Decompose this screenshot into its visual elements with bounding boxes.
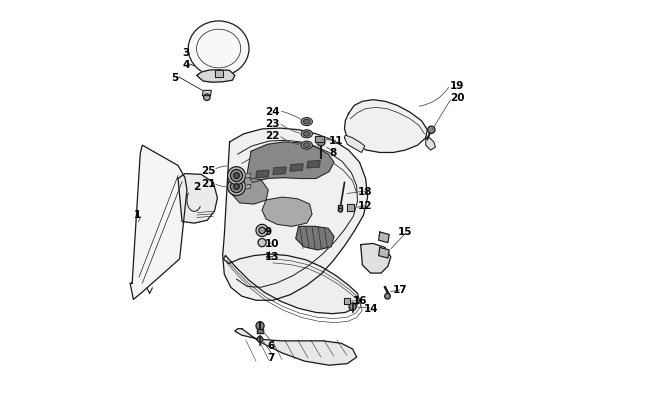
Polygon shape (214, 71, 223, 78)
Polygon shape (344, 298, 350, 305)
Text: 6: 6 (267, 340, 274, 350)
Text: 19: 19 (450, 81, 464, 91)
Circle shape (233, 173, 239, 179)
Text: 4: 4 (182, 60, 189, 70)
Text: 14: 14 (363, 304, 378, 313)
Polygon shape (262, 198, 312, 227)
Polygon shape (296, 227, 334, 250)
Ellipse shape (301, 130, 313, 139)
Text: 25: 25 (201, 166, 215, 176)
Polygon shape (257, 330, 263, 333)
Ellipse shape (304, 120, 310, 125)
Polygon shape (315, 137, 324, 143)
Circle shape (428, 127, 435, 134)
Polygon shape (361, 244, 391, 273)
Polygon shape (224, 254, 359, 314)
Text: 7: 7 (267, 352, 275, 362)
Polygon shape (202, 91, 211, 96)
Text: 15: 15 (398, 227, 413, 237)
Text: 22: 22 (265, 131, 280, 141)
Ellipse shape (301, 118, 313, 126)
Circle shape (256, 225, 268, 237)
Text: 21: 21 (201, 178, 215, 188)
Circle shape (385, 294, 391, 299)
Polygon shape (197, 70, 235, 83)
Circle shape (339, 209, 343, 213)
Text: 11: 11 (329, 136, 344, 146)
Text: 9: 9 (265, 227, 272, 237)
Polygon shape (130, 146, 187, 300)
Circle shape (230, 170, 242, 182)
Polygon shape (378, 248, 389, 258)
Text: 1: 1 (133, 210, 140, 220)
Polygon shape (245, 174, 251, 179)
Circle shape (203, 95, 210, 101)
Polygon shape (178, 174, 217, 224)
Circle shape (230, 181, 242, 193)
Polygon shape (256, 171, 269, 178)
Polygon shape (273, 168, 286, 175)
Polygon shape (344, 100, 427, 153)
Polygon shape (339, 206, 343, 211)
Polygon shape (307, 161, 320, 168)
Circle shape (349, 303, 356, 311)
Circle shape (258, 239, 266, 247)
Text: 18: 18 (358, 186, 373, 196)
Polygon shape (247, 143, 334, 183)
Text: 3: 3 (182, 48, 189, 58)
Text: 5: 5 (172, 73, 179, 83)
Text: 2: 2 (193, 181, 200, 191)
Polygon shape (235, 329, 357, 365)
Circle shape (256, 322, 264, 330)
Polygon shape (290, 164, 303, 172)
Circle shape (227, 167, 246, 185)
Ellipse shape (304, 132, 310, 137)
Text: 20: 20 (450, 93, 465, 103)
Text: 13: 13 (265, 251, 280, 261)
Text: 23: 23 (265, 119, 280, 128)
Polygon shape (231, 178, 268, 205)
Text: 16: 16 (352, 296, 367, 305)
Circle shape (227, 178, 246, 196)
Text: 12: 12 (358, 201, 373, 211)
Text: 24: 24 (265, 107, 280, 116)
Text: 17: 17 (393, 285, 408, 294)
Polygon shape (426, 138, 436, 151)
Text: 8: 8 (329, 148, 336, 158)
Circle shape (259, 228, 265, 234)
Circle shape (317, 139, 325, 147)
Ellipse shape (301, 142, 313, 150)
Polygon shape (223, 129, 368, 301)
Circle shape (233, 184, 239, 190)
Polygon shape (245, 185, 251, 190)
Text: 10: 10 (265, 239, 280, 249)
Circle shape (257, 337, 263, 342)
Polygon shape (378, 232, 389, 243)
Ellipse shape (304, 143, 310, 148)
Polygon shape (344, 136, 365, 153)
Polygon shape (347, 205, 354, 211)
Ellipse shape (188, 22, 249, 77)
